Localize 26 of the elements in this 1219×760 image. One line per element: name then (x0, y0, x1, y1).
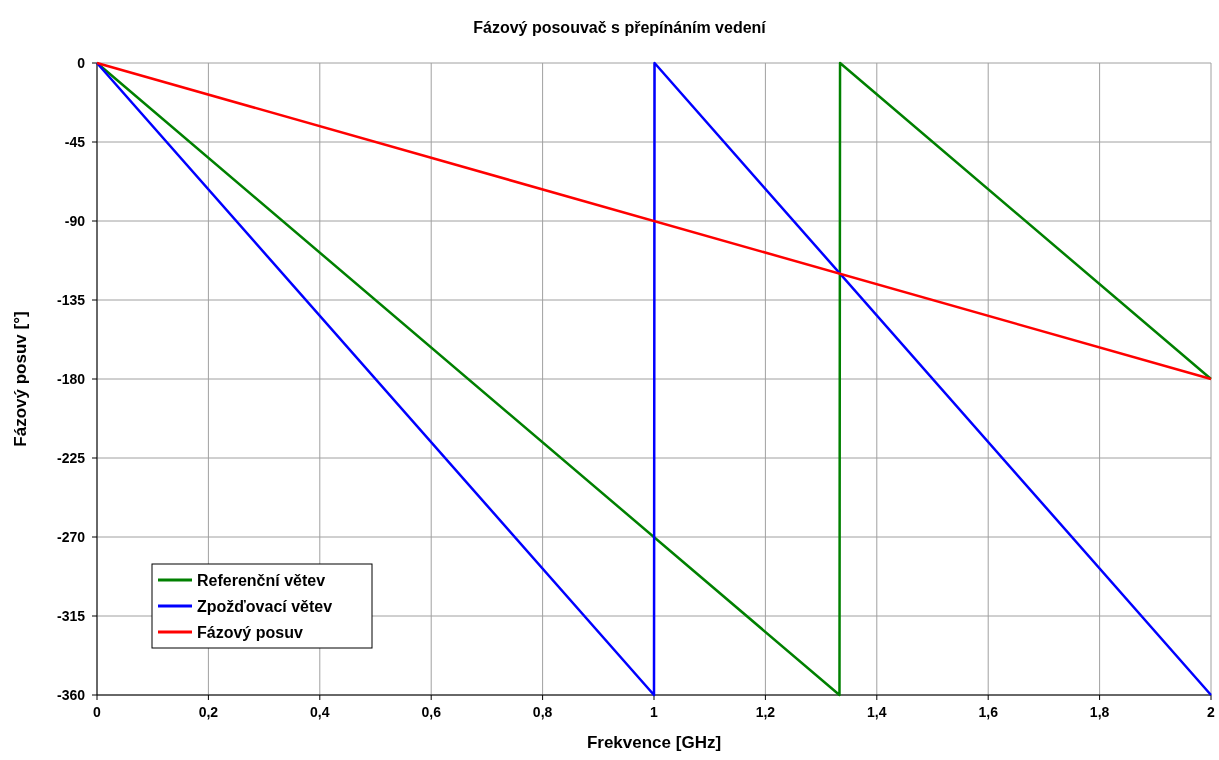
y-tick-label: -90 (64, 213, 86, 229)
x-tick-label: 0,4 (310, 704, 330, 720)
y-tick-label: -225 (56, 450, 86, 466)
legend-label: Zpožďovací větev (197, 598, 333, 615)
x-tick-label: 1,2 (755, 704, 776, 720)
x-tick-label: 1,6 (978, 704, 999, 720)
x-tick-label: 0 (93, 704, 102, 720)
y-tick-label: -315 (56, 608, 86, 624)
x-tick-label: 2 (1207, 704, 1216, 720)
x-tick-label: 0,2 (198, 704, 219, 720)
x-tick-label: 0,6 (421, 704, 442, 720)
legend-label: Fázový posuv (197, 624, 303, 641)
y-tick-label: -270 (56, 529, 86, 545)
x-tick-label: 1 (650, 704, 659, 720)
y-tick-label: -360 (56, 687, 86, 703)
chart-title: Fázový posouvač s přepínáním vedení (473, 19, 767, 36)
x-tick-label: 0,8 (532, 704, 553, 720)
y-axis-title: Fázový posuv [°] (11, 311, 30, 447)
y-tick-label: -135 (56, 292, 86, 308)
x-tick-label: 1,8 (1089, 704, 1110, 720)
x-axis-title: Frekvence [GHz] (586, 733, 722, 752)
y-tick-label: -45 (64, 134, 86, 150)
legend-label: Referenční větev (197, 572, 326, 589)
y-tick-label: 0 (77, 55, 86, 71)
y-tick-label: -180 (56, 371, 86, 387)
x-tick-label: 1,4 (867, 704, 887, 720)
